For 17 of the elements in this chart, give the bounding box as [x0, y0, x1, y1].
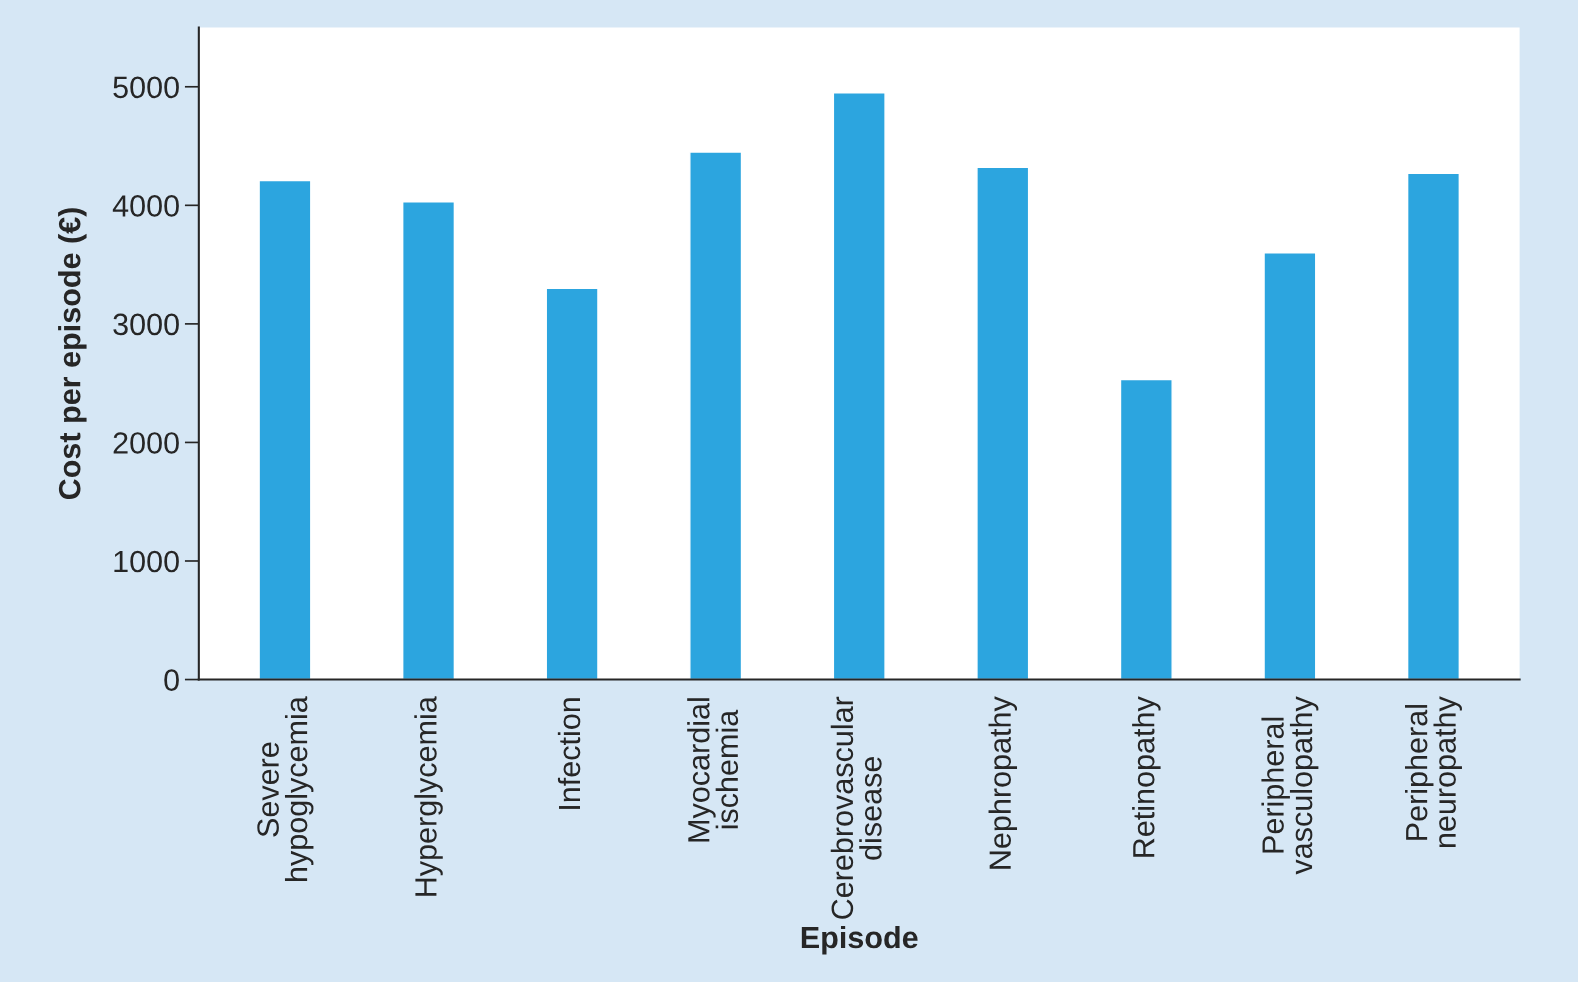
x-tick-label: Infection	[557, 698, 581, 809]
x-tick-label: Retinopathy	[1132, 696, 1161, 857]
x-tick-label: Peripheral vasculopathy	[1261, 696, 1319, 875]
y-tick-label: 1000	[114, 550, 179, 573]
x-tick-label: Peripheral neuropathy	[1404, 696, 1462, 848]
x-tick-label: Nephropathy	[988, 696, 1018, 869]
x-tick-label: Myocardial ischemia	[687, 698, 739, 842]
x-axis-title: Episode	[801, 925, 918, 955]
y-tick-label: 2000	[113, 432, 179, 454]
x-tick-label: Severe hypoglycemia	[257, 696, 314, 881]
x-tick-label: Hyperglycemia	[414, 696, 443, 896]
y-tick-label: 3000	[113, 313, 179, 336]
y-tick-label: 4000	[112, 195, 179, 217]
y-tick-label: 0	[164, 669, 179, 691]
y-axis-title: Cost per episode (€)	[58, 208, 87, 500]
x-tick-label: Cerebrovascular disease	[830, 696, 882, 919]
y-tick-label: 5000	[113, 76, 179, 99]
